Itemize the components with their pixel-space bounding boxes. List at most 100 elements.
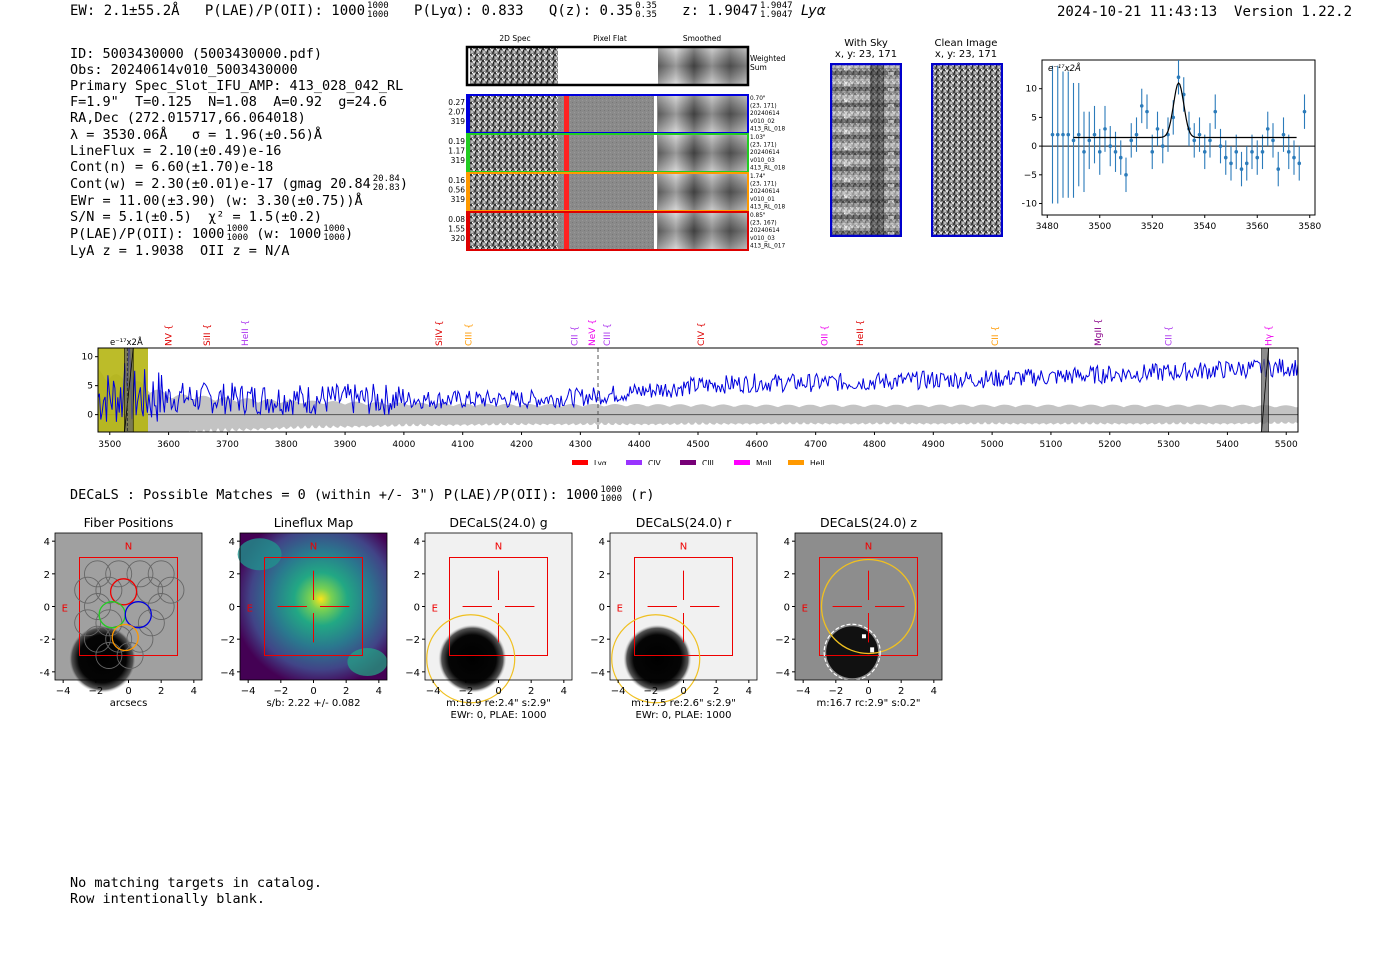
spectrum-xtick-label: 4300 <box>569 440 592 450</box>
emission-line-label: CIII { <box>603 323 613 346</box>
zoom-data-point <box>1092 132 1097 137</box>
east-marker: E <box>617 603 623 614</box>
panel-xtick-label: 2 <box>713 686 719 697</box>
legend-swatch <box>788 460 804 465</box>
spectrum-xtick-label: 4500 <box>687 440 710 450</box>
fiber-circle <box>105 560 133 588</box>
cutout-left-label: 0.08 <box>448 215 465 224</box>
spectrum-xtick-label: 5100 <box>1039 440 1062 450</box>
zoom-ytick-label: 5 <box>1031 113 1037 123</box>
info-ewr: EWr = 11.00(±3.90) (w: 3.30(±0.75))Å <box>70 192 363 209</box>
cutout-right-label: 0.70" <box>750 96 766 102</box>
zoom-data-point <box>1097 150 1102 154</box>
fiber-circle <box>126 560 154 588</box>
zoom-ytick-label: 0 <box>1031 142 1037 152</box>
cutout-left-label: 319 <box>451 156 466 165</box>
cutout-left-label: 0.16 <box>448 176 465 185</box>
panel-4: DECaLS(24.0) r N E −4 −4 −2 −2 0 0 2 2 4 4 m:17.5 re:… <box>590 515 758 721</box>
zoom-xtick-label: 3480 <box>1036 222 1059 230</box>
header-z-line: Lyα <box>800 3 826 19</box>
emission-line-label: NeV { <box>588 319 598 346</box>
panel-ytick-label: −4 <box>220 668 235 679</box>
emission-line-label: MgII { <box>1094 319 1104 346</box>
zoom-data-point <box>1082 150 1086 154</box>
zoom-data-point <box>1265 127 1270 131</box>
zoom-data-point <box>1061 132 1065 137</box>
spectrum-hatch-stroke <box>124 348 134 432</box>
zoom-data-point <box>1171 115 1176 120</box>
header-plae: P(LAE)/P(OII): 1000 <box>204 3 366 19</box>
zoom-data-point <box>1134 132 1139 137</box>
legend-swatch <box>626 460 642 465</box>
panel-ytick-label: 4 <box>599 537 605 548</box>
zoom-data-point <box>1087 138 1092 143</box>
fiber-circle <box>126 625 154 653</box>
panel-ytick-label: 2 <box>599 570 605 581</box>
pixelflat-gap <box>654 212 657 250</box>
lineflux-blob <box>237 538 282 571</box>
aperture-ellipse <box>820 558 917 655</box>
cutout-smoothed-shade <box>658 173 748 211</box>
zoom-data-point <box>1197 132 1202 137</box>
pixelflat-gap <box>654 134 657 172</box>
cutout-right-label: (23, 167) <box>750 221 777 227</box>
cutout-color-bar <box>467 95 470 133</box>
panel-xtick-label: 4 <box>561 686 567 697</box>
panel-ytick-label: 0 <box>229 603 235 614</box>
matches-summary: DECaLS : Possible Matches = 0 (within +/… <box>70 485 655 504</box>
panel-xtick-label: −4 <box>426 686 441 697</box>
zoom-data-point <box>1255 155 1260 160</box>
footer-notes: No matching targets in catalog. Row inten… <box>70 875 322 907</box>
zoom-data-point <box>1202 150 1207 154</box>
panel-ytick-label: −2 <box>220 635 235 646</box>
cutout-right-label: v010_03 <box>750 158 775 164</box>
full-spectrum-chart: NV {SiII {HeII {SiIV {CIII {CII {NeV {CI… <box>82 319 1299 465</box>
zoom-data-point <box>1139 104 1144 108</box>
fiber-circle-red <box>109 578 138 606</box>
cutout-left-label: 0.56 <box>448 186 465 195</box>
cutout-pixelflat <box>558 212 658 250</box>
info-id: ID: 5003430000 (5003430000.pdf) <box>70 46 322 63</box>
zoom-data-point <box>1192 138 1197 143</box>
zoom-data-point <box>1302 109 1307 114</box>
matches-text: DECaLS : Possible Matches = 0 (within +/… <box>70 487 599 503</box>
info-radec: RA,Dec (272.015717,66.064018) <box>70 110 306 127</box>
spectrum-ytick-label: 0 <box>87 411 93 421</box>
cutout-2dspec <box>470 95 558 133</box>
zoom-data-point <box>1176 75 1181 80</box>
hot-pixel <box>870 647 875 653</box>
panel-caption: m:17.5 re:2.6" s:2.9" <box>631 698 736 709</box>
zoom-data-point <box>1271 138 1275 143</box>
east-marker: E <box>802 603 808 614</box>
info-lya: LyA z = 1.9038 OII z = N/A <box>70 243 290 260</box>
fiber-circle <box>95 642 123 669</box>
panel-ytick-label: 4 <box>44 537 50 548</box>
legend-label: CIII <box>702 459 714 465</box>
zoom-xtick-label: 3500 <box>1088 222 1111 230</box>
search-box <box>264 557 363 656</box>
zoom-data-point <box>1297 161 1302 166</box>
zoom-data-point <box>1239 167 1244 171</box>
clean-image-title: Clean Image x, y: 23, 171 <box>934 38 998 60</box>
pixelflat-gap <box>654 173 657 211</box>
cutout-right-label: 20240614 <box>750 228 780 234</box>
cutout-2dspec <box>470 173 558 211</box>
panel-caption: m:18.9 re:2.4" s:2.9" <box>446 698 551 709</box>
col-header-2dspec: 2D Spec <box>499 34 530 43</box>
cutout-2dspec <box>470 212 558 250</box>
panel-ytick-label: −4 <box>405 668 420 679</box>
matches-band: (r) <box>630 487 655 503</box>
spectrum-xtick-label: 3900 <box>334 440 357 450</box>
zoom-data-point <box>1281 132 1286 137</box>
cutout-left-label: 0.19 <box>448 137 465 146</box>
panel-ytick-label: 0 <box>414 603 420 614</box>
panel-xtick-label: −2 <box>828 686 843 697</box>
panel-ytick-label: 4 <box>414 537 420 548</box>
spectrum-xtick-label: 3800 <box>275 440 298 450</box>
emission-line-label: CIII { <box>465 323 475 346</box>
header-ew: EW: 2.1±55.2Å <box>70 3 180 19</box>
panel-xtick-label: −2 <box>643 686 658 697</box>
zoom-ytick-label: −5 <box>1024 171 1037 181</box>
cutout-left-label: 2.07 <box>448 108 465 117</box>
zoom-data-point <box>1145 109 1149 114</box>
